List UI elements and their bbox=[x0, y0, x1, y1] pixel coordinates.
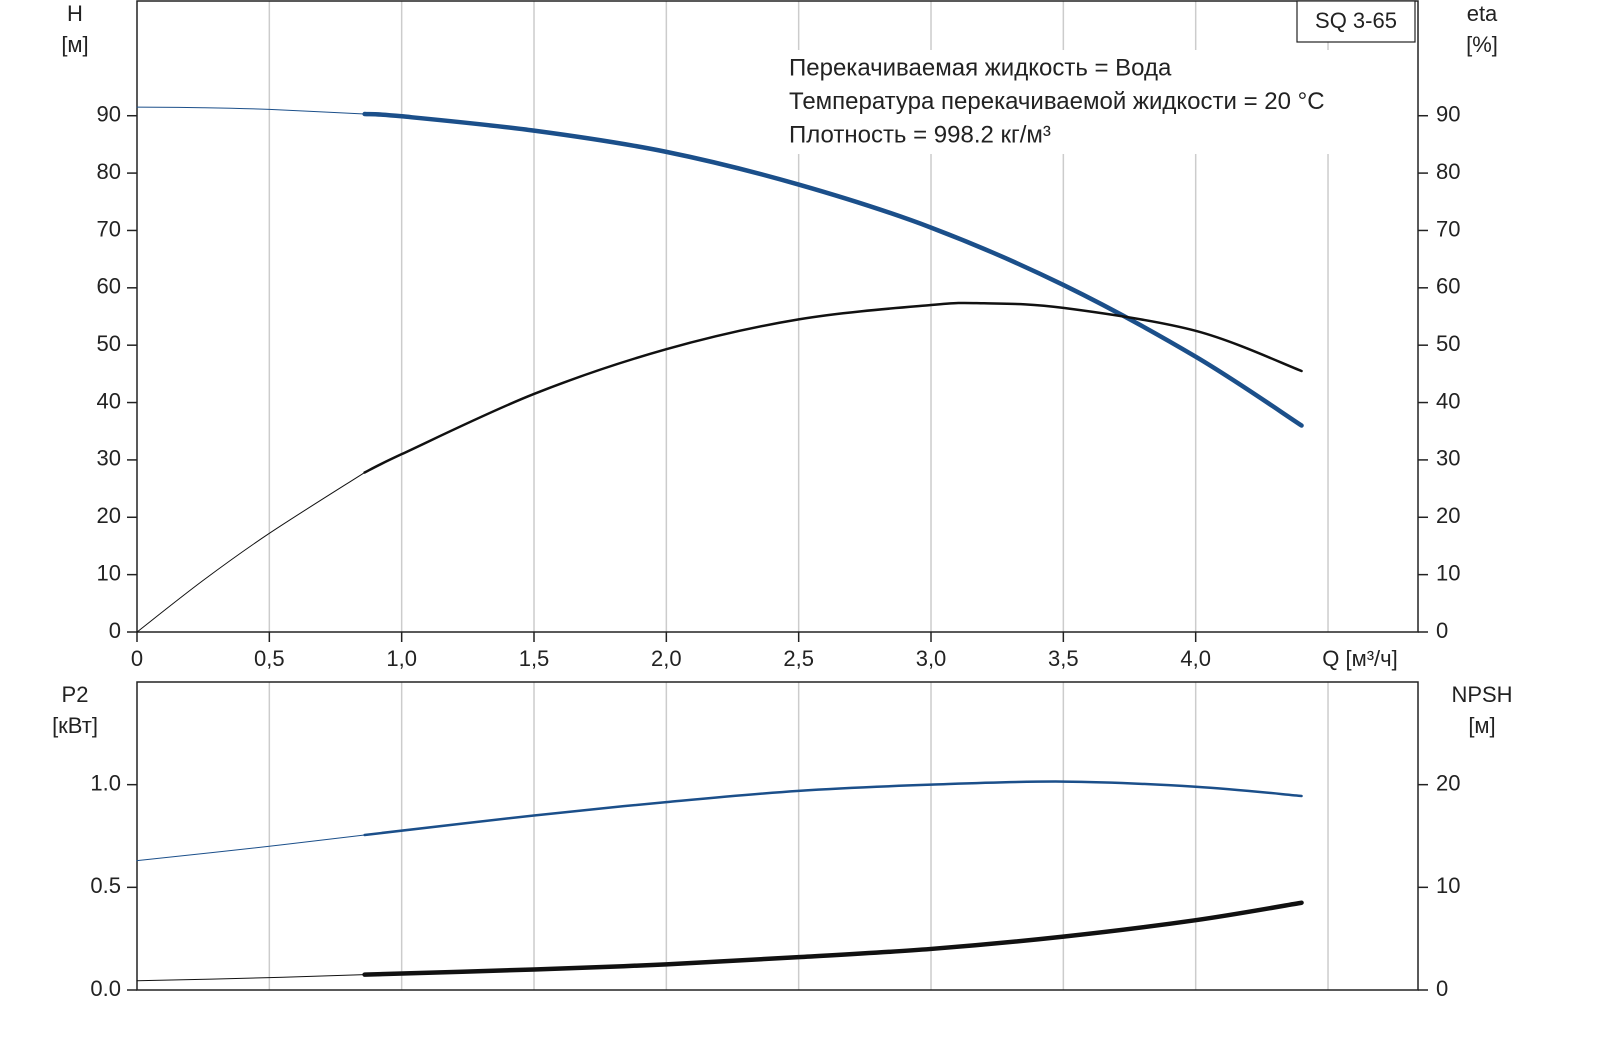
y-tick-label: 10 bbox=[97, 560, 121, 585]
x-tick-label: 3,5 bbox=[1048, 646, 1079, 671]
y-axis-label: P2 bbox=[62, 682, 89, 707]
model-box bbox=[1296, 0, 1416, 43]
y-tick-label: 60 bbox=[1436, 274, 1460, 299]
y-tick-label: 40 bbox=[97, 388, 121, 413]
curve bbox=[363, 780, 1303, 837]
y-tick-label: 30 bbox=[97, 446, 121, 471]
plot-frame bbox=[136, 681, 1419, 991]
curve bbox=[136, 974, 366, 982]
x-axis-label: Q [м³/ч] bbox=[1322, 646, 1397, 671]
y-axis-unit: [м] bbox=[61, 32, 88, 57]
annotation: Перекачиваемая жидкость = Вода bbox=[789, 54, 1172, 81]
y-tick-label: 90 bbox=[97, 102, 121, 127]
annotation: Плотность = 998.2 кг/м³ bbox=[789, 121, 1051, 148]
x-tick-label: 4,0 bbox=[1180, 646, 1211, 671]
y-tick-label: 80 bbox=[1436, 159, 1460, 184]
y-axis-unit: [кВт] bbox=[52, 713, 98, 738]
y2-axis-unit: [%] bbox=[1466, 32, 1498, 57]
plot-frame bbox=[136, 0, 1419, 633]
y-tick-label: 10 bbox=[1436, 560, 1460, 585]
y-tick-label: 10 bbox=[1436, 873, 1460, 898]
y-tick-label: 90 bbox=[1436, 102, 1460, 127]
x-tick-label: 3,0 bbox=[916, 646, 947, 671]
y2-axis-label: NPSH bbox=[1451, 682, 1512, 707]
y-tick-label: 70 bbox=[1436, 216, 1460, 241]
y-tick-label: 0 bbox=[1436, 976, 1448, 1001]
y-axis-label: H bbox=[67, 1, 83, 26]
x-tick-label: 1,5 bbox=[519, 646, 550, 671]
x-tick-label: 2,0 bbox=[651, 646, 682, 671]
y-tick-label: 20 bbox=[1436, 770, 1460, 795]
y-tick-label: 0.0 bbox=[90, 976, 121, 1001]
y-tick-label: 0 bbox=[1436, 618, 1448, 643]
curve bbox=[362, 900, 1304, 977]
curve bbox=[363, 301, 1303, 474]
curve bbox=[362, 111, 1304, 428]
curve bbox=[136, 106, 366, 115]
y2-axis-unit: [м] bbox=[1468, 713, 1495, 738]
y-tick-label: 80 bbox=[97, 159, 121, 184]
y-tick-label: 40 bbox=[1436, 388, 1460, 413]
curve bbox=[136, 472, 366, 633]
curve bbox=[136, 834, 366, 862]
y-tick-label: 70 bbox=[97, 216, 121, 241]
y-tick-label: 20 bbox=[97, 503, 121, 528]
y2-axis-label: eta bbox=[1467, 1, 1498, 26]
note-background bbox=[780, 50, 1390, 154]
x-tick-label: 0 bbox=[131, 646, 143, 671]
y-tick-label: 30 bbox=[1436, 446, 1460, 471]
annotation: Температура перекачиваемой жидкости = 20… bbox=[789, 88, 1325, 115]
y-tick-label: 60 bbox=[97, 274, 121, 299]
y-tick-label: 1.0 bbox=[90, 770, 121, 795]
y-tick-label: 50 bbox=[97, 331, 121, 356]
model-name: SQ 3-65 bbox=[1315, 8, 1397, 33]
x-tick-label: 1,0 bbox=[386, 646, 417, 671]
y-tick-label: 20 bbox=[1436, 503, 1460, 528]
x-tick-label: 0,5 bbox=[254, 646, 285, 671]
x-tick-label: 2,5 bbox=[783, 646, 814, 671]
y-tick-label: 0.5 bbox=[90, 873, 121, 898]
y-tick-label: 50 bbox=[1436, 331, 1460, 356]
y-tick-label: 0 bbox=[109, 618, 121, 643]
